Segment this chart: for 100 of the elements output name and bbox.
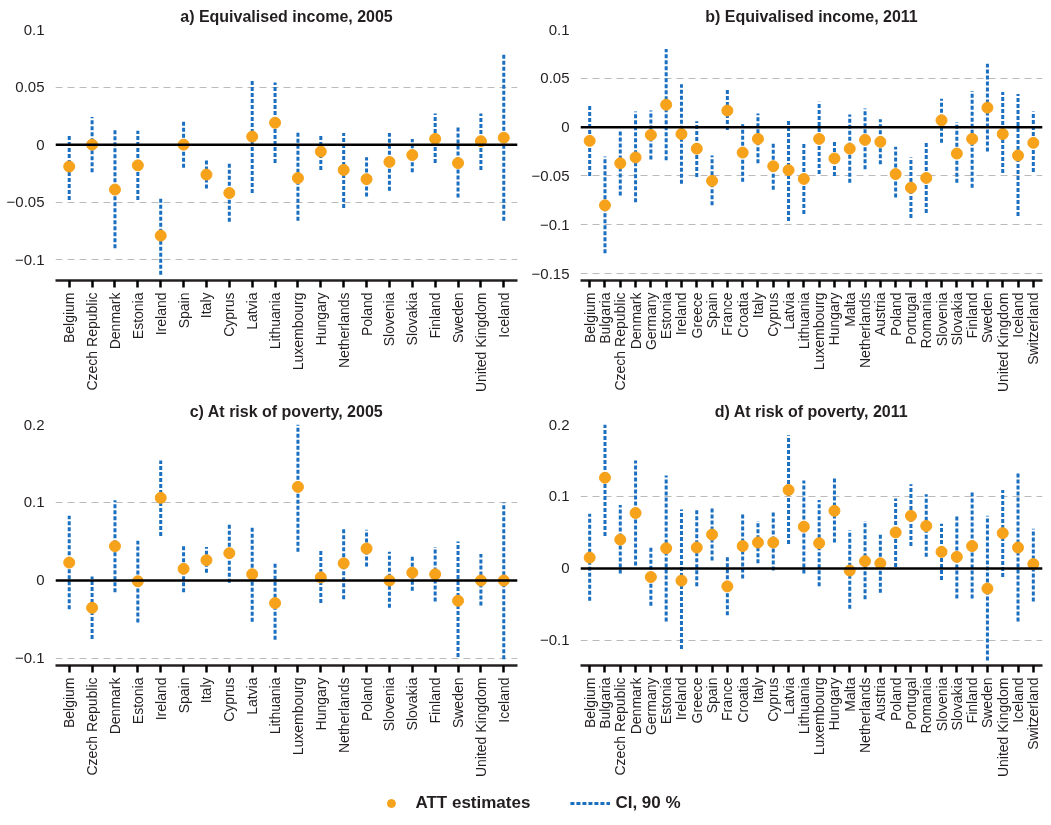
y-tick-label: 0.1: [548, 487, 570, 505]
y-tick-label: 0.05: [15, 78, 45, 96]
y-tick-label: 0.05: [540, 69, 570, 87]
x-tick-label: Sweden: [450, 292, 467, 344]
x-tick-label: Belgium: [61, 292, 78, 344]
x-tick-label: Ireland: [152, 677, 169, 721]
x-tick-label: Latvia: [244, 677, 261, 715]
x-tick-label: Luxembourg: [289, 292, 306, 371]
x-tick-label: Malta: [841, 292, 858, 327]
x-tick-label: France: [719, 292, 736, 337]
x-tick-label: Luxembourg: [811, 292, 828, 371]
x-tick-label: Belgium: [61, 677, 78, 729]
x-tick-label: Iceland: [1010, 292, 1027, 338]
x-tick-label: Denmark: [106, 291, 123, 350]
x-tick-label: Lithuania: [267, 677, 284, 735]
x-tick-label: Poland: [887, 292, 904, 337]
x-tick-label: Hungary: [826, 677, 843, 731]
x-tick-label: Slovakia: [404, 292, 421, 346]
x-tick-label: Slovenia: [933, 292, 950, 347]
x-tick-label: Latvia: [780, 292, 797, 330]
x-tick-label: Austria: [872, 677, 889, 722]
x-tick-label: Estonia: [129, 677, 146, 725]
x-tick-label: Italy: [198, 292, 215, 319]
x-tick-label: Estonia: [658, 292, 675, 340]
x-tick-label: Portugal: [902, 292, 919, 345]
y-tick-label: −0.15: [531, 264, 570, 282]
x-tick-label: Poland: [358, 292, 375, 337]
y-tick-label: 0.1: [23, 493, 45, 511]
x-tick-label: Spain: [704, 677, 721, 714]
y-tick-label: −0.05: [531, 167, 570, 184]
x-tick-label: Luxembourg: [289, 677, 306, 756]
x-tick-label: Germany: [642, 677, 659, 736]
x-tick-label: Netherlands: [335, 677, 352, 753]
x-tick-label: Iceland: [495, 677, 512, 723]
x-tick-label: Czech Republic: [612, 677, 629, 776]
x-tick-label: Slovenia: [381, 292, 398, 347]
x-tick-label: Lithuania: [795, 677, 812, 735]
x-tick-label: Lithuania: [267, 292, 284, 350]
x-tick-label: Finland: [964, 677, 981, 724]
x-tick-label: Lithuania: [795, 292, 812, 350]
x-tick-label: Sweden: [979, 292, 996, 344]
x-tick-label: Italy: [198, 677, 215, 704]
x-tick-label: Belgium: [581, 677, 598, 729]
x-tick-label: Luxembourg: [811, 677, 828, 756]
x-tick-label: Finland: [427, 677, 444, 724]
x-tick-label: Denmark: [627, 291, 644, 350]
x-tick-label: Italy: [749, 677, 766, 704]
y-tick-label: 0: [561, 118, 570, 136]
x-tick-label: Denmark: [106, 676, 123, 735]
chart-title: d) At risk of poverty, 2011: [714, 402, 908, 420]
x-tick-label: France: [719, 677, 736, 722]
x-tick-label: Greece: [688, 677, 705, 724]
x-tick-label: Sweden: [450, 677, 467, 729]
x-tick-label: Ireland: [673, 292, 690, 336]
x-tick-label: Spain: [704, 292, 721, 329]
x-tick-label: Poland: [358, 677, 375, 722]
x-tick-label: Croatia: [734, 677, 751, 723]
x-tick-label: Greece: [688, 292, 705, 339]
x-tick-label: Estonia: [129, 292, 146, 340]
y-tick-label: 0.1: [548, 20, 570, 38]
chart-title: b) Equivalised income, 2011: [705, 7, 918, 25]
y-tick-label: 0: [561, 559, 570, 577]
x-tick-label: Romania: [918, 677, 935, 734]
x-tick-label: Cyprus: [221, 677, 238, 722]
x-tick-label: Cyprus: [765, 292, 782, 337]
x-tick-label: Sweden: [979, 677, 996, 729]
x-tick-label: Netherlands: [857, 677, 874, 753]
y-tick-label: −0.1: [14, 649, 45, 667]
y-tick-label: 0: [36, 571, 45, 589]
x-tick-label: Netherlands: [335, 292, 352, 368]
x-tick-label: Iceland: [1010, 677, 1027, 723]
x-tick-label: Portugal: [902, 677, 919, 730]
x-tick-label: Slovenia: [933, 677, 950, 732]
x-tick-label: Latvia: [244, 292, 261, 330]
y-tick-label: −0.1: [539, 215, 570, 233]
x-tick-label: Hungary: [826, 292, 843, 346]
x-tick-label: Slovakia: [948, 292, 965, 346]
x-tick-label: Finland: [427, 292, 444, 339]
x-tick-label: Spain: [175, 677, 192, 714]
chart-title: a) Equivalised income, 2005: [180, 7, 393, 25]
x-tick-label: Malta: [841, 677, 858, 712]
x-tick-label: Austria: [872, 292, 889, 337]
x-tick-label: United Kingdom: [472, 677, 489, 778]
x-tick-label: Slovakia: [404, 677, 421, 731]
x-tick-label: Hungary: [312, 292, 329, 346]
x-tick-label: United Kingdom: [472, 292, 489, 393]
y-tick-label: 0.1: [23, 20, 45, 38]
chart-title: c) At risk of poverty, 2005: [189, 402, 383, 420]
x-tick-label: Czech Republic: [612, 292, 629, 391]
x-tick-label: Romania: [918, 292, 935, 349]
x-tick-label: United Kingdom: [994, 292, 1011, 393]
y-tick-label: 0.2: [548, 415, 570, 433]
x-tick-label: Germany: [642, 292, 659, 351]
y-tick-label: 0: [36, 135, 45, 153]
x-tick-label: Switzerland: [1025, 292, 1042, 365]
x-tick-label: Latvia: [780, 677, 797, 715]
x-tick-label: Netherlands: [857, 292, 874, 368]
legend-label: ATT estimates: [415, 792, 531, 813]
x-tick-label: Estonia: [658, 677, 675, 725]
x-tick-label: Poland: [887, 677, 904, 722]
